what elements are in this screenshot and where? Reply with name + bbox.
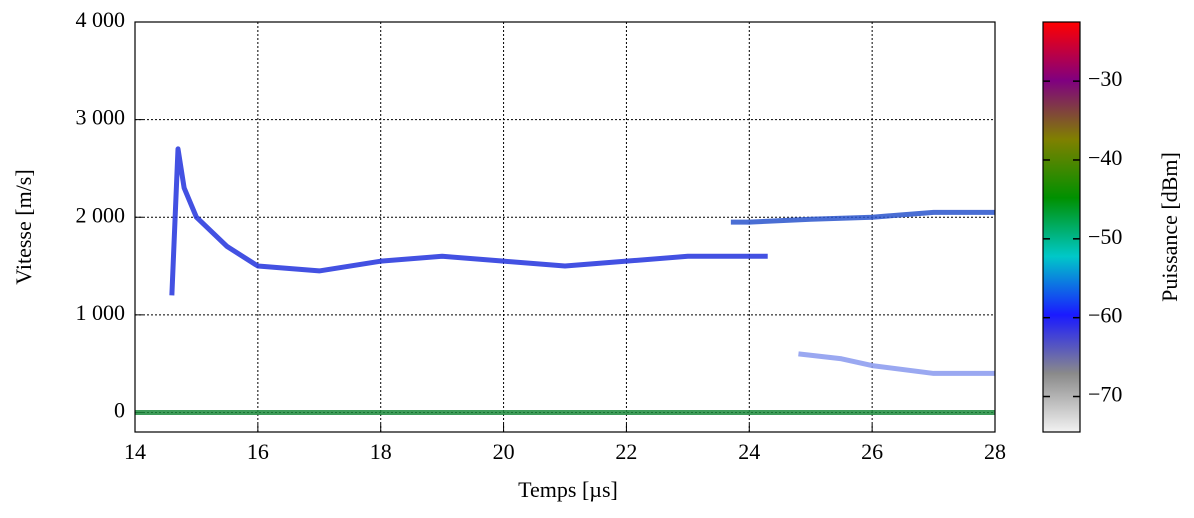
x-tick-label: 18	[370, 439, 392, 464]
velocity-trace	[730, 209, 995, 225]
colorbar	[1042, 21, 1081, 433]
y-tick-label: 2 000	[76, 202, 126, 227]
x-tick-label: 14	[124, 439, 146, 464]
colorbar-label: Puissance [dBm]	[1157, 152, 1182, 302]
x-tick-label: 20	[493, 439, 515, 464]
x-tick-label: 16	[247, 439, 269, 464]
plot-frame	[134, 21, 996, 433]
y-tick-label: 0	[114, 398, 125, 423]
colorbar-tick-label: −40	[1088, 145, 1122, 170]
y-axis-label: Vitesse [m/s]	[11, 169, 36, 284]
velocity-trace	[798, 351, 995, 376]
x-tick-label: 22	[615, 439, 637, 464]
velocity-trace	[169, 146, 768, 296]
x-tick-label: 28	[984, 439, 1006, 464]
x-tick-label: 26	[861, 439, 883, 464]
colorbar-tick-label: −70	[1088, 382, 1122, 407]
colorbar-tick-label: −60	[1088, 303, 1122, 328]
colorbar-tick-label: −50	[1088, 224, 1122, 249]
y-tick-label: 3 000	[76, 105, 126, 130]
y-tick-label: 4 000	[76, 7, 126, 32]
x-tick-label: 24	[738, 439, 760, 464]
x-axis-label: Temps [µs]	[518, 477, 618, 502]
y-tick-label: 1 000	[76, 300, 126, 325]
colorbar-tick-label: −30	[1088, 66, 1122, 91]
